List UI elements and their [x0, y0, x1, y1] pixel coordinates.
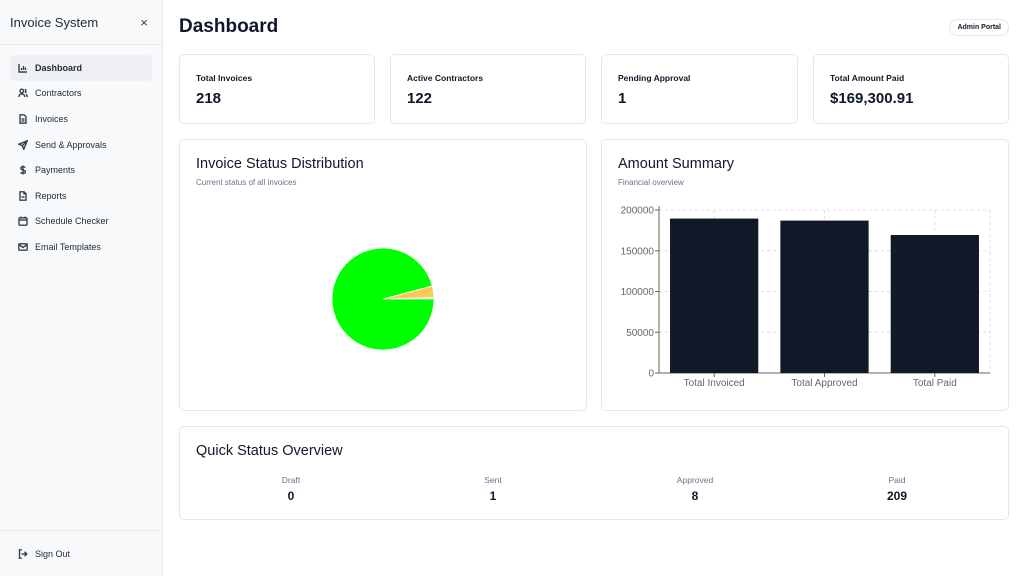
sidebar-item-label: Schedule Checker — [35, 216, 109, 227]
file-icon — [18, 114, 28, 124]
close-icon[interactable]: × — [140, 14, 148, 30]
sidebar-item-email-templates[interactable]: Email Templates — [10, 234, 152, 260]
sign-out-button[interactable]: Sign Out — [10, 541, 153, 567]
quick-status-label: Approved — [676, 475, 714, 485]
y-tick-label: 200000 — [621, 206, 655, 217]
sidebar-item-invoices[interactable]: Invoices — [10, 106, 152, 132]
sidebar-item-label: Dashboard — [35, 62, 83, 73]
quick-status-value: 0 — [287, 489, 295, 503]
stat-label: Pending Approval — [618, 73, 691, 83]
card-subtitle: Current status of all invoices — [196, 178, 297, 187]
x-tick-label: Total Invoiced — [684, 378, 745, 389]
sidebar-item-send-approvals[interactable]: Send & Approvals — [10, 132, 152, 158]
x-tick-label: Total Approved — [791, 378, 857, 389]
card-title: Invoice Status Distribution — [196, 156, 364, 172]
sidebar-header: Invoice System × — [0, 0, 162, 45]
stat-card-total-amount-paid: Total Amount Paid $169,300.91 — [813, 54, 1009, 124]
sidebar-item-label: Invoices — [35, 113, 69, 124]
bar[interactable] — [890, 235, 979, 373]
pie-slice[interactable] — [331, 247, 435, 351]
sidebar-item-payments[interactable]: Payments — [10, 157, 152, 183]
page-title: Dashboard — [179, 16, 279, 37]
card-title: Amount Summary — [618, 156, 735, 172]
status-distribution-card: Invoice Status Distribution Current stat… — [179, 139, 587, 411]
send-icon — [18, 139, 28, 150]
sidebar-item-label: Reports — [35, 190, 67, 201]
calendar-icon — [18, 216, 28, 227]
amount-bar-chart: 0 50000 100000 150000 200000 Total Invoiced To… — [621, 206, 991, 389]
stat-value: $169,300.91 — [830, 90, 914, 107]
bar[interactable] — [670, 218, 759, 373]
sidebar-item-reports[interactable]: Reports — [10, 183, 152, 209]
sign-out-label: Sign Out — [35, 548, 71, 559]
bar[interactable] — [780, 220, 869, 373]
stat-label: Total Invoices — [196, 73, 253, 83]
sidebar-footer: Sign Out — [0, 530, 163, 576]
y-tick-label: 0 — [648, 369, 654, 380]
stat-value: 218 — [196, 90, 222, 107]
quick-status-label: Sent — [484, 475, 502, 485]
quick-status-label: Draft — [281, 475, 301, 485]
sidebar-item-label: Send & Approvals — [35, 139, 107, 150]
stat-card-total-invoices: Total Invoices 218 — [179, 54, 375, 124]
y-tick-label: 100000 — [621, 287, 655, 298]
dollar-icon — [18, 165, 28, 175]
bar-chart-icon — [18, 63, 28, 73]
card-title: Quick Status Overview — [196, 443, 343, 459]
mail-icon — [18, 242, 28, 252]
quick-status-paid: Paid 209 — [822, 475, 972, 503]
y-tick-label: 50000 — [626, 328, 654, 339]
quick-status-value: 1 — [489, 489, 497, 503]
quick-status-approved: Approved 8 — [620, 475, 770, 503]
sign-out-icon — [18, 548, 28, 559]
report-icon — [18, 190, 28, 201]
stat-value: 1 — [618, 90, 627, 107]
x-tick-label: Total Paid — [913, 378, 957, 389]
quick-status-card: Quick Status Overview Draft 0 Sent 1 App… — [179, 426, 1009, 520]
sidebar-item-dashboard[interactable]: Dashboard — [10, 55, 152, 81]
quick-status-label: Paid — [888, 475, 906, 485]
sidebar: Invoice System × Dashboard Contractors I… — [0, 0, 163, 576]
sidebar-item-contractors[interactable]: Contractors — [10, 81, 152, 107]
main-content: Dashboard Admin Portal Total Invoices 21… — [163, 0, 1024, 576]
sidebar-item-label: Email Templates — [35, 241, 101, 252]
stat-value: 122 — [407, 90, 433, 107]
sidebar-item-label: Payments — [35, 165, 76, 176]
stat-card-pending-approval: Pending Approval 1 — [601, 54, 798, 124]
quick-status-draft: Draft 0 — [216, 475, 366, 503]
status-pie-chart — [331, 247, 435, 351]
quick-status-value: 209 — [886, 489, 908, 503]
admin-portal-badge: Admin Portal — [949, 19, 1009, 36]
sidebar-nav: Dashboard Contractors Invoices Send & Ap… — [0, 45, 162, 260]
stat-label: Total Amount Paid — [830, 73, 905, 83]
app-title: Invoice System — [10, 14, 99, 30]
y-tick-label: 150000 — [621, 246, 655, 257]
card-subtitle: Financial overview — [618, 178, 684, 187]
quick-status-value: 8 — [691, 489, 699, 503]
sidebar-item-schedule-checker[interactable]: Schedule Checker — [10, 209, 152, 235]
quick-status-sent: Sent 1 — [418, 475, 568, 503]
sidebar-item-label: Contractors — [35, 88, 82, 99]
amount-summary-card: Amount Summary Financial overview 0 50000… — [601, 139, 1009, 411]
stat-label: Active Contractors — [407, 73, 484, 83]
stat-card-active-contractors: Active Contractors 122 — [390, 54, 586, 124]
users-icon — [18, 88, 28, 98]
